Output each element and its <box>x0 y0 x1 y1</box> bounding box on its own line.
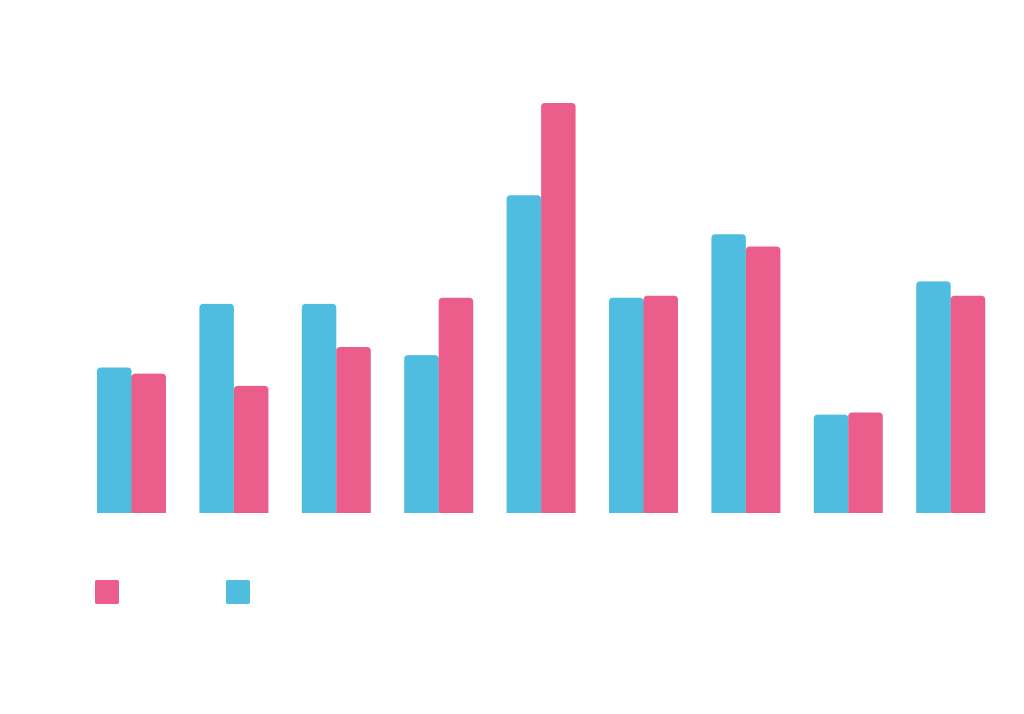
bar-series-1-category-1 <box>97 367 132 513</box>
bar-series-2-category-6 <box>643 295 678 513</box>
bar-series-2-category-4 <box>438 297 474 513</box>
bar-series-2-category-8 <box>848 412 883 513</box>
bars-group <box>97 103 986 513</box>
bar-series-2-category-7 <box>745 246 781 513</box>
legend-swatch-series-1 <box>226 580 250 604</box>
bar-series-1-category-3 <box>301 303 337 513</box>
bar-series-2-category-5 <box>541 103 576 513</box>
bar-series-2-category-3 <box>336 346 371 513</box>
bar-series-1-category-9 <box>916 281 951 513</box>
bar-series-2-category-1 <box>131 373 166 513</box>
bar-series-2-category-9 <box>950 295 986 513</box>
bar-series-1-category-2 <box>199 303 234 513</box>
bar-series-2-category-2 <box>233 385 269 513</box>
bar-series-1-category-4 <box>404 355 439 513</box>
legend-swatch-series-2 <box>95 580 119 604</box>
bar-series-1-category-6 <box>609 297 644 513</box>
bar-series-1-category-5 <box>506 195 542 513</box>
bar-series-1-category-8 <box>813 414 849 513</box>
legend <box>95 580 250 604</box>
bar-series-1-category-7 <box>711 234 746 513</box>
